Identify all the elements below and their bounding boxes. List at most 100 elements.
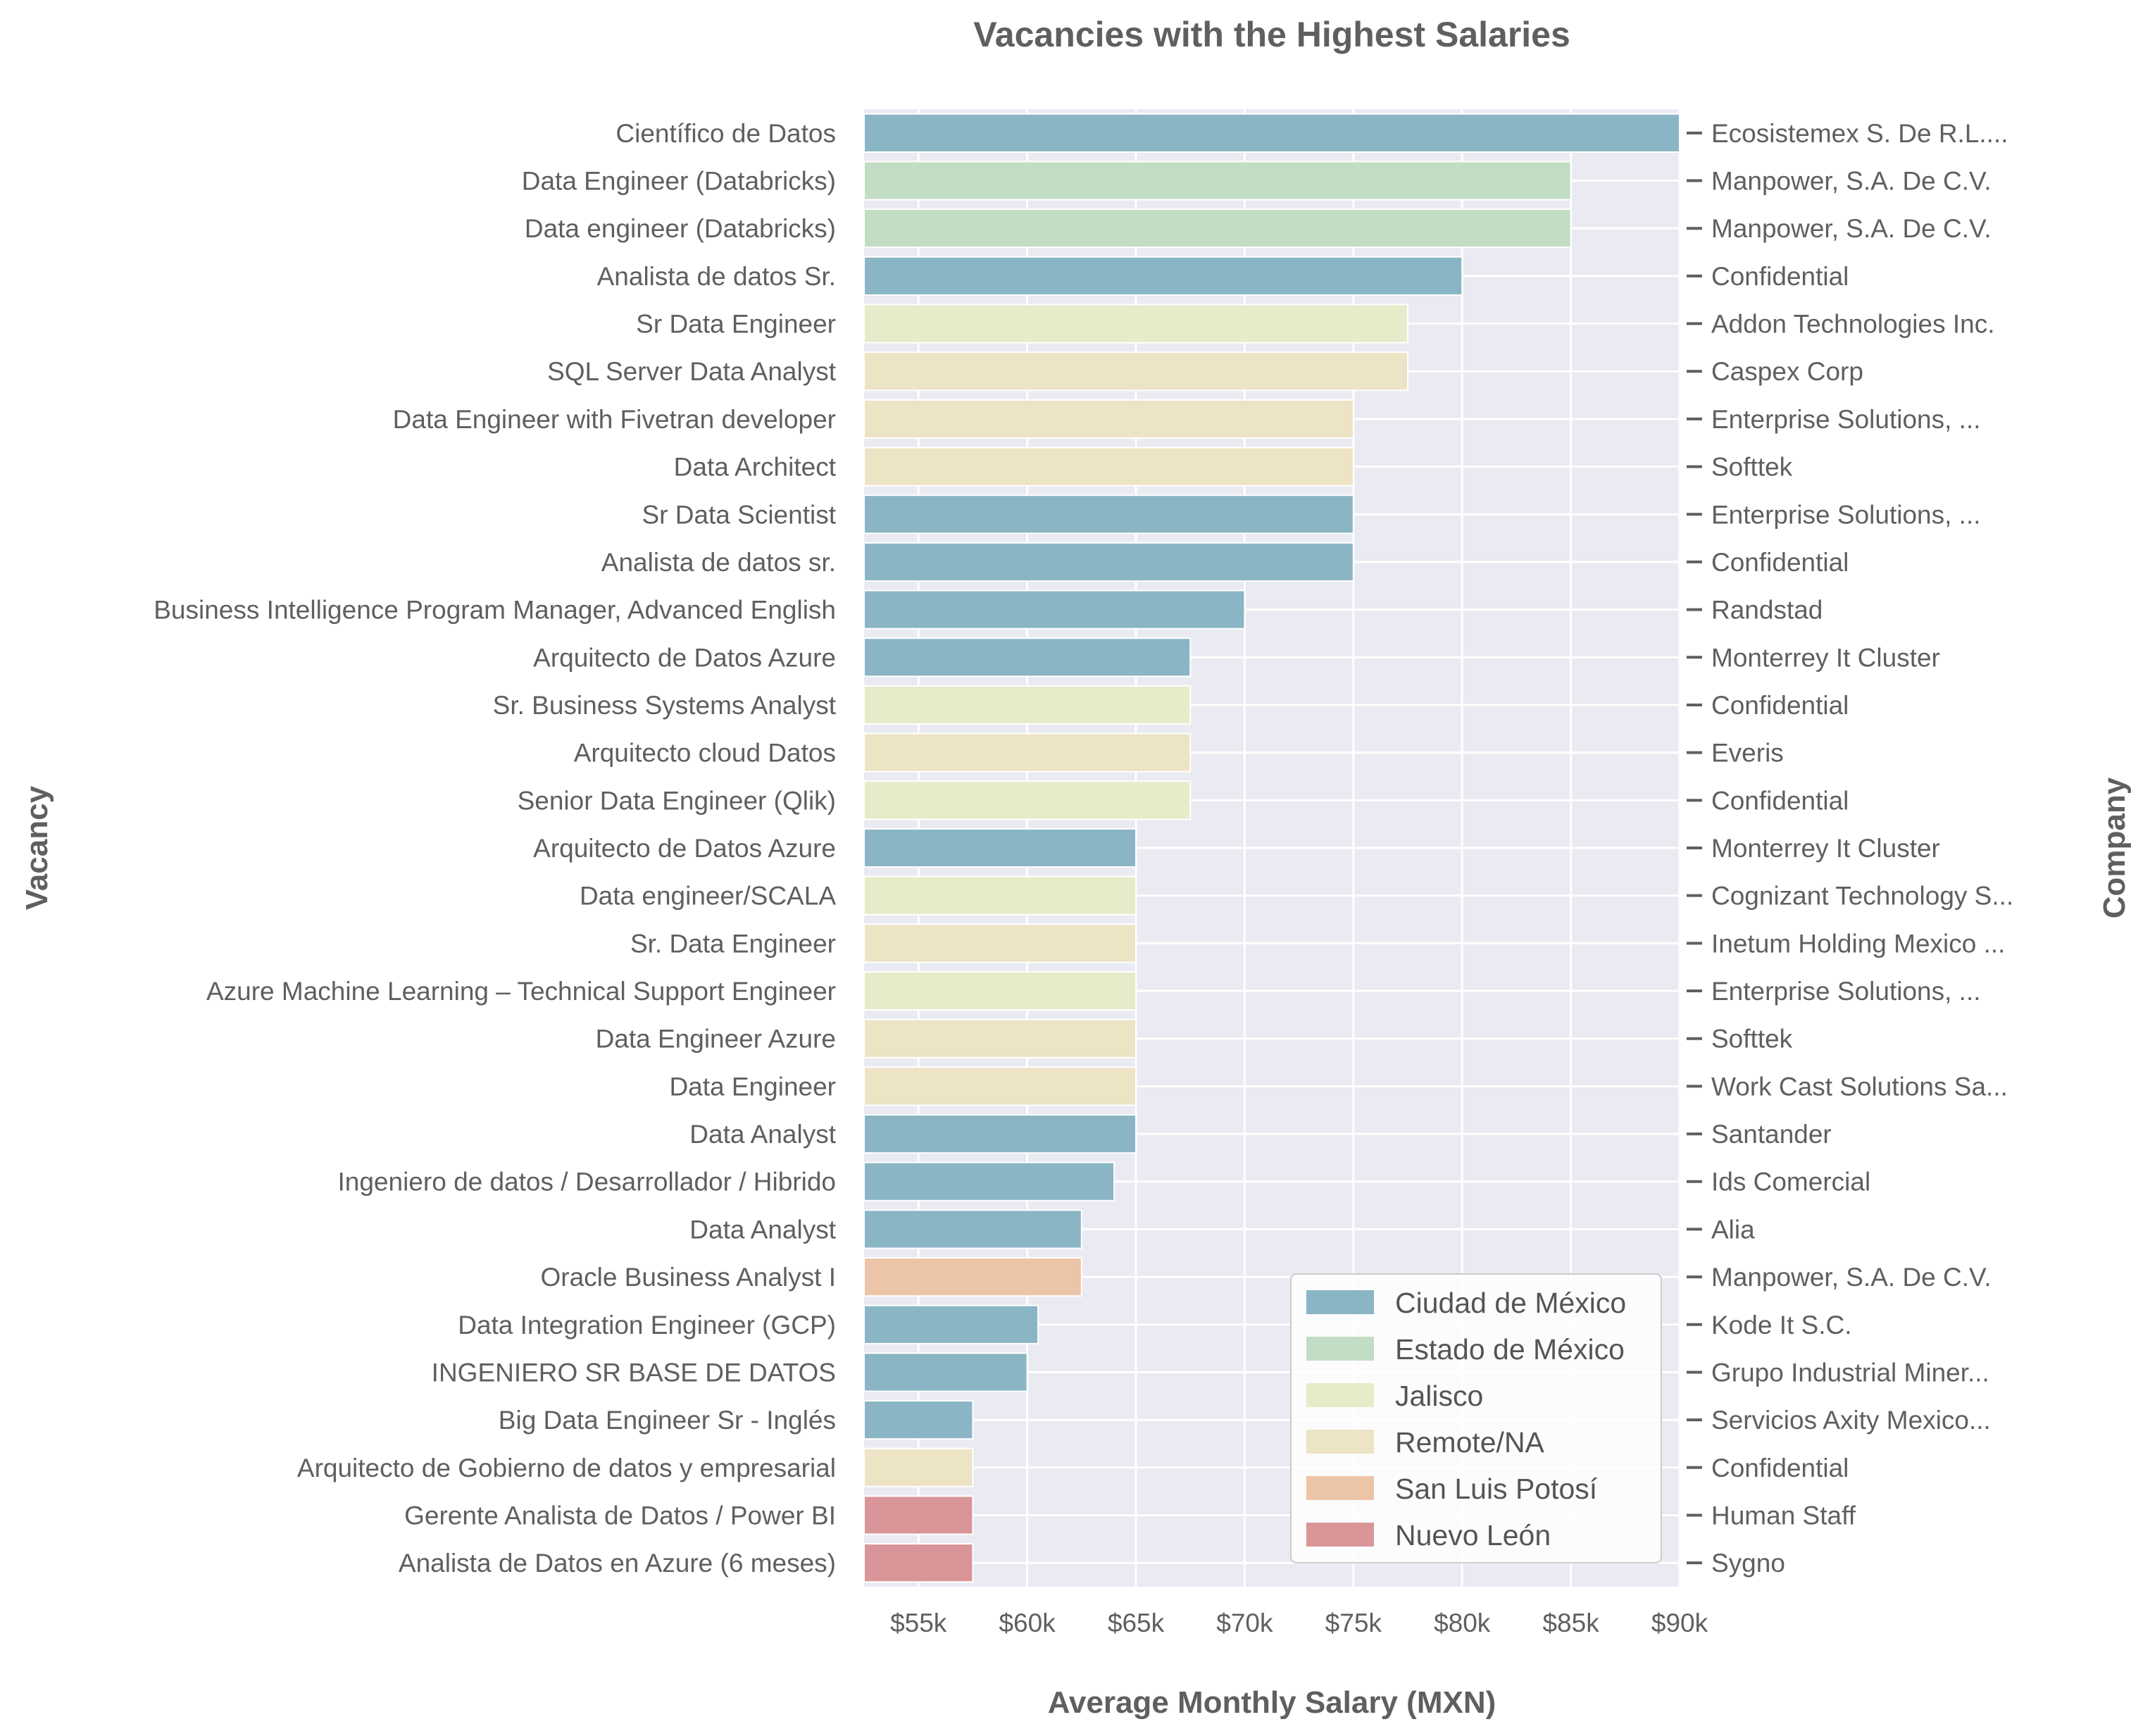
vacancy-tick-label: Sr. Data Engineer bbox=[630, 929, 836, 958]
vacancy-labels: Científico de Datos Data Engineer (Databr… bbox=[154, 119, 836, 1578]
legend-label: Nuevo León bbox=[1395, 1519, 1551, 1551]
bar bbox=[863, 1066, 1137, 1106]
vacancy-tick-label: Científico de Datos bbox=[615, 119, 836, 148]
legend-swatch bbox=[1306, 1290, 1374, 1314]
bar bbox=[863, 399, 1354, 439]
vacancy-tick-label: Analista de datos Sr. bbox=[597, 262, 836, 291]
bar bbox=[863, 208, 1572, 249]
bar bbox=[863, 256, 1463, 296]
company-tick-label: Alia bbox=[1711, 1215, 1755, 1244]
vacancy-tick-label: Business Intelligence Program Manager, A… bbox=[154, 596, 836, 625]
company-tick-label: Confidential bbox=[1711, 1454, 1849, 1482]
vacancy-tick-label: Data Analyst bbox=[689, 1215, 836, 1244]
vacancy-tick-label: Big Data Engineer Sr - Inglés bbox=[499, 1406, 836, 1435]
bar bbox=[863, 1018, 1137, 1059]
company-tick-label: Ecosistemex S. De R.L.... bbox=[1711, 119, 2008, 148]
bar bbox=[863, 732, 1192, 773]
vacancy-tick-label: Data Integration Engineer (GCP) bbox=[458, 1311, 836, 1340]
x-tick-label: $55k bbox=[890, 1609, 947, 1637]
vacancy-tick-label: Data Engineer bbox=[669, 1072, 836, 1101]
bar bbox=[863, 1304, 1039, 1344]
company-tick-label: Manpower, S.A. De C.V. bbox=[1711, 214, 1992, 243]
bar bbox=[863, 542, 1354, 582]
company-tick-label: Monterrey It Cluster bbox=[1711, 643, 1940, 672]
x-tick-label: $85k bbox=[1542, 1609, 1599, 1637]
vacancy-tick-label: Senior Data Engineer (Qlik) bbox=[518, 786, 836, 815]
x-tick-label: $65k bbox=[1108, 1609, 1165, 1637]
vacancy-tick-label: Sr Data Engineer bbox=[636, 310, 836, 339]
legend-swatch bbox=[1306, 1430, 1374, 1454]
bar bbox=[863, 304, 1408, 344]
bar bbox=[863, 875, 1137, 916]
vacancy-tick-label: Gerente Analista de Datos / Power BI bbox=[404, 1501, 836, 1530]
company-tick-label: Kode It S.C. bbox=[1711, 1311, 1852, 1340]
company-tick-label: Everis bbox=[1711, 739, 1784, 768]
company-tick-label: Manpower, S.A. De C.V. bbox=[1711, 167, 1992, 196]
x-tick-labels: $55k $60k $65k $70k $75k $80k $85k $90k bbox=[890, 1609, 1708, 1637]
vacancy-tick-label: Sr. Business Systems Analyst bbox=[493, 691, 837, 720]
company-tick-label: Sygno bbox=[1711, 1549, 1785, 1578]
company-tick-label: Santander bbox=[1711, 1120, 1832, 1149]
bar bbox=[863, 1447, 974, 1487]
vacancy-tick-label: Analista de datos sr. bbox=[601, 548, 836, 577]
bar bbox=[863, 637, 1192, 677]
company-tick-label: Enterprise Solutions, ... bbox=[1711, 405, 1981, 434]
y-axis-title: Vacancy bbox=[20, 785, 54, 910]
company-tick-label: Human Staff bbox=[1711, 1501, 1856, 1530]
legend-label: Ciudad de México bbox=[1395, 1287, 1626, 1319]
company-tick-label: Monterrey It Cluster bbox=[1711, 834, 1940, 863]
bar bbox=[863, 589, 1246, 630]
company-tick-label: Confidential bbox=[1711, 786, 1849, 815]
vacancy-tick-label: SQL Server Data Analyst bbox=[547, 357, 837, 386]
company-tick-label: Addon Technologies Inc. bbox=[1711, 310, 1995, 339]
x-tick-label: $60k bbox=[999, 1609, 1056, 1637]
company-tick-label: Grupo Industrial Miner... bbox=[1711, 1358, 1989, 1387]
legend-label: San Luis Potosí bbox=[1395, 1473, 1598, 1505]
company-tick-label: Enterprise Solutions, ... bbox=[1711, 977, 1981, 1006]
company-tick-label: Manpower, S.A. De C.V. bbox=[1711, 1263, 1992, 1292]
vacancy-tick-label: Arquitecto de Gobierno de datos y empres… bbox=[297, 1454, 836, 1482]
vacancy-tick-label: Azure Machine Learning – Technical Suppo… bbox=[206, 977, 836, 1006]
x-tick-label: $70k bbox=[1216, 1609, 1273, 1637]
company-tick-label: Confidential bbox=[1711, 548, 1849, 577]
bar bbox=[863, 1209, 1082, 1249]
legend-swatch bbox=[1306, 1337, 1374, 1361]
company-tick-label: Ids Comercial bbox=[1711, 1168, 1870, 1197]
company-labels: Ecosistemex S. De R.L.... Manpower, S.A. … bbox=[1687, 119, 2013, 1578]
bar bbox=[863, 685, 1192, 725]
vacancy-tick-label: Data Engineer (Databricks) bbox=[522, 167, 836, 196]
vacancy-tick-label: Arquitecto de Datos Azure bbox=[533, 834, 836, 863]
company-tick-label: Inetum Holding Mexico ... bbox=[1711, 929, 2005, 958]
vacancy-tick-label: Sr Data Scientist bbox=[642, 500, 836, 529]
chart-title: Vacancies with the Highest Salaries bbox=[973, 15, 1570, 54]
legend-swatch bbox=[1306, 1383, 1374, 1407]
legend-label: Estado de México bbox=[1395, 1333, 1625, 1366]
bar bbox=[863, 923, 1137, 963]
bar bbox=[863, 1352, 1028, 1392]
bar bbox=[863, 1543, 974, 1583]
vacancy-tick-label: Data engineer (Databricks) bbox=[525, 214, 836, 243]
company-tick-label: Softtek bbox=[1711, 1025, 1793, 1054]
y-axis-title-right: Company bbox=[2097, 777, 2132, 918]
bar bbox=[863, 1113, 1137, 1154]
bar bbox=[863, 161, 1572, 201]
vacancy-tick-label: Arquitecto cloud Datos bbox=[574, 739, 836, 768]
bar bbox=[863, 828, 1137, 868]
legend-label: Remote/NA bbox=[1395, 1426, 1545, 1459]
vacancy-tick-label: INGENIERO SR BASE DE DATOS bbox=[432, 1358, 836, 1387]
vacancy-tick-label: Data Architect bbox=[674, 453, 837, 482]
bar bbox=[863, 1495, 974, 1535]
vacancy-tick-label: Analista de Datos en Azure (6 meses) bbox=[399, 1549, 836, 1578]
vacancy-tick-label: Ingeniero de datos / Desarrollador / Hib… bbox=[338, 1168, 837, 1197]
vacancy-tick-label: Data engineer/SCALA bbox=[580, 882, 836, 911]
company-tick-label: Servicios Axity Mexico... bbox=[1711, 1406, 1991, 1435]
legend: Ciudad de México Estado de México Jalisco R… bbox=[1290, 1273, 1662, 1563]
x-tick-label: $90k bbox=[1651, 1609, 1708, 1637]
bar bbox=[863, 1400, 974, 1440]
legend-box bbox=[1290, 1273, 1662, 1563]
bar bbox=[863, 447, 1354, 487]
x-tick-label: $75k bbox=[1325, 1609, 1382, 1637]
bar bbox=[863, 780, 1192, 820]
legend-swatch bbox=[1306, 1476, 1374, 1500]
